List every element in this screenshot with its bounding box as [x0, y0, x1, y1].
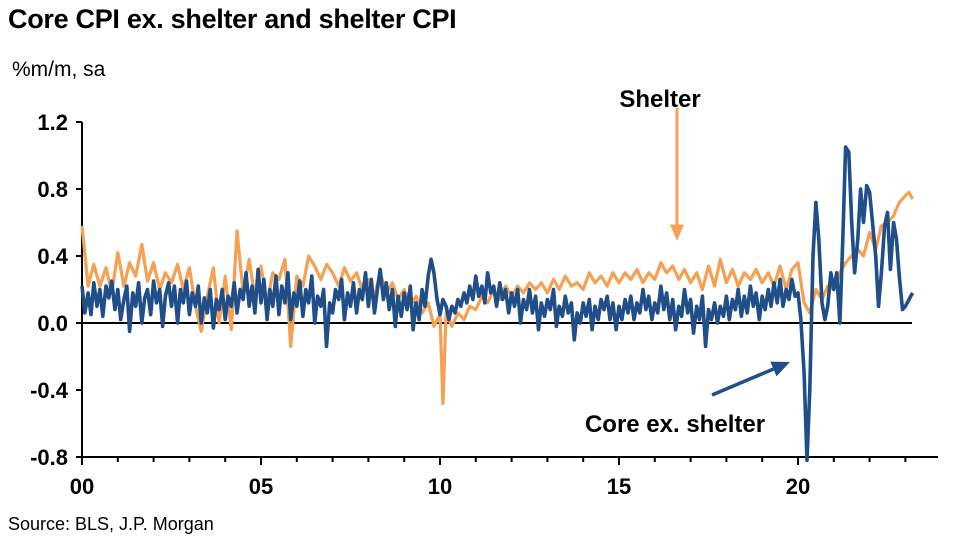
series-layer [80, 145, 915, 463]
core-arrow-shaft [711, 367, 775, 397]
series-line-core-ex-shelter [80, 145, 915, 463]
core-ex-shelter-label: Core ex. shelter [585, 411, 765, 438]
y-tick-label: -0.4 [30, 378, 69, 403]
x-axis: 00 05 10 15 20 [70, 322, 938, 499]
chart-subtitle: %m/m, sa [12, 58, 106, 81]
chart-title: Core CPI ex. shelter and shelter CPI [8, 4, 457, 34]
source-note: Source: BLS, J.P. Morgan [8, 514, 214, 534]
x-tick-label: 20 [786, 474, 810, 499]
y-tick-label: 0.4 [37, 244, 68, 269]
shelter-label: Shelter [619, 86, 700, 113]
y-tick-label: -0.8 [30, 445, 68, 470]
core-arrow-head [770, 361, 790, 377]
x-tick-label: 15 [607, 474, 631, 499]
shelter-arrow-head [670, 224, 684, 241]
annotation-layer: Shelter Core ex. shelter [585, 86, 790, 438]
x-tick-label: 05 [249, 474, 273, 499]
y-tick-label: 1.2 [37, 110, 68, 135]
x-tick-label: 10 [428, 474, 452, 499]
y-tick-label: 0.8 [37, 177, 68, 202]
y-axis: 1.2 0.8 0.4 0.0 -0.4 -0.8 [30, 110, 83, 470]
x-tick-label: 00 [70, 474, 94, 499]
y-tick-label: 0.0 [37, 311, 68, 336]
